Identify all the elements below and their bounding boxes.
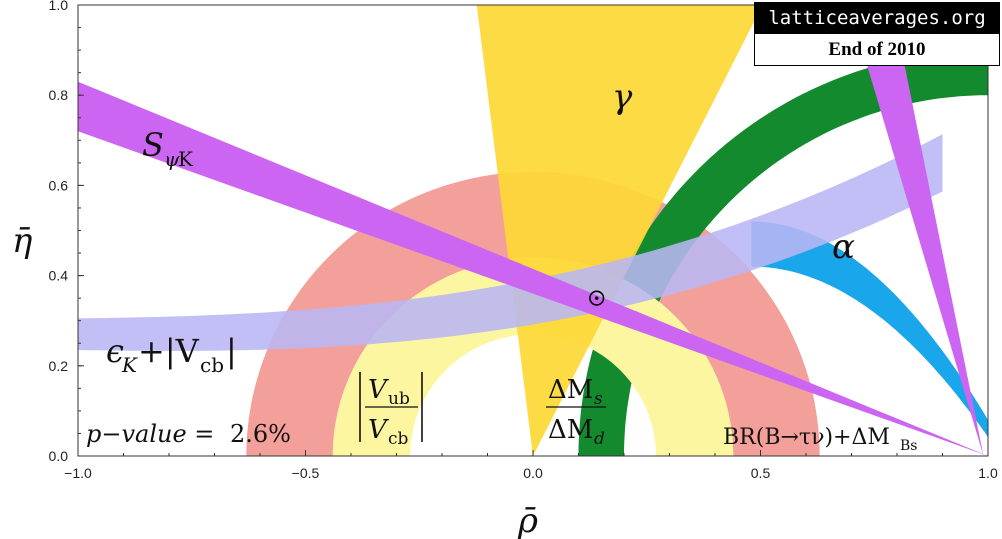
constraint-bands	[78, 5, 988, 456]
x-tick-label: 0.0	[523, 465, 543, 481]
x-tick-label: −0.5	[292, 465, 320, 481]
gamma-band	[476, 5, 763, 456]
best-fit-ellipse	[589, 290, 605, 306]
svg-text:s: s	[594, 389, 603, 409]
svg-text:BR(B→τν)+ΔM: BR(B→τν)+ΔM	[723, 425, 890, 450]
dms-dmd-label: ΔM s ΔM d	[546, 375, 606, 449]
svg-text:|: |	[226, 332, 237, 370]
svg-text:ϵ: ϵ	[106, 332, 124, 370]
alpha-band	[751, 221, 988, 438]
s-psik-label: S ψ K	[142, 126, 194, 171]
svg-text:p−value =: p−value =	[86, 420, 214, 448]
svg-text:ψ: ψ	[164, 147, 180, 171]
br-steep-band	[849, 5, 984, 456]
watermark-site: latticeaverages.org	[755, 3, 999, 34]
x-tick-label: −1.0	[64, 465, 92, 481]
watermark-date: End of 2010	[828, 39, 926, 60]
spsik-band	[78, 81, 988, 456]
y-tick-label: 0.8	[49, 87, 69, 103]
svg-text:cb: cb	[200, 353, 224, 377]
svg-text:K: K	[178, 147, 194, 171]
br-label: BR(B→τν)+ΔM Bs	[723, 425, 917, 454]
svg-text:S: S	[142, 126, 164, 164]
gamma-label: γ	[612, 77, 633, 117]
y-tick-label: 0.6	[49, 177, 69, 193]
svg-text:ΔM: ΔM	[548, 375, 593, 405]
y-tick-label: 0.2	[49, 358, 69, 374]
svg-text:V: V	[368, 415, 389, 445]
svg-text:ΔM: ΔM	[548, 415, 593, 445]
svg-text:cb: cb	[388, 429, 409, 449]
y-tick-label: 0.0	[49, 448, 69, 464]
y-tick-label: 0.4	[49, 268, 69, 284]
pvalue-label: p−value = 2.6%	[86, 420, 291, 448]
svg-text:d: d	[594, 429, 605, 449]
y-tick-label: 1.0	[49, 0, 69, 13]
axes	[77, 4, 989, 457]
y-axis-label: η̄	[12, 221, 33, 261]
tick-labels: −1.0 −0.5 0.0 0.5 1.0 0.0 0.2 0.4 0.6 0.8 1.0	[49, 0, 998, 481]
svg-text:ub: ub	[388, 389, 410, 409]
alpha-label: α	[832, 227, 855, 267]
svg-text:+|V: +|V	[138, 332, 200, 370]
x-tick-label: 0.5	[751, 465, 771, 481]
svg-text:Bs: Bs	[900, 438, 917, 454]
x-axis-label: ρ̄	[517, 501, 538, 539]
best-fit-point	[594, 296, 599, 300]
watermark-box: latticeaverages.org End of 2010	[754, 2, 1000, 66]
x-tick-label: 1.0	[978, 465, 998, 481]
vub-vcb-label: V ub V cb	[359, 372, 423, 449]
epsilon-k-band	[78, 134, 943, 351]
svg-text:V: V	[368, 375, 389, 405]
svg-text:K: K	[121, 353, 138, 377]
svg-text:2.6%: 2.6%	[230, 420, 291, 448]
epsilon-k-label: ϵ K +|V cb |	[106, 332, 237, 377]
